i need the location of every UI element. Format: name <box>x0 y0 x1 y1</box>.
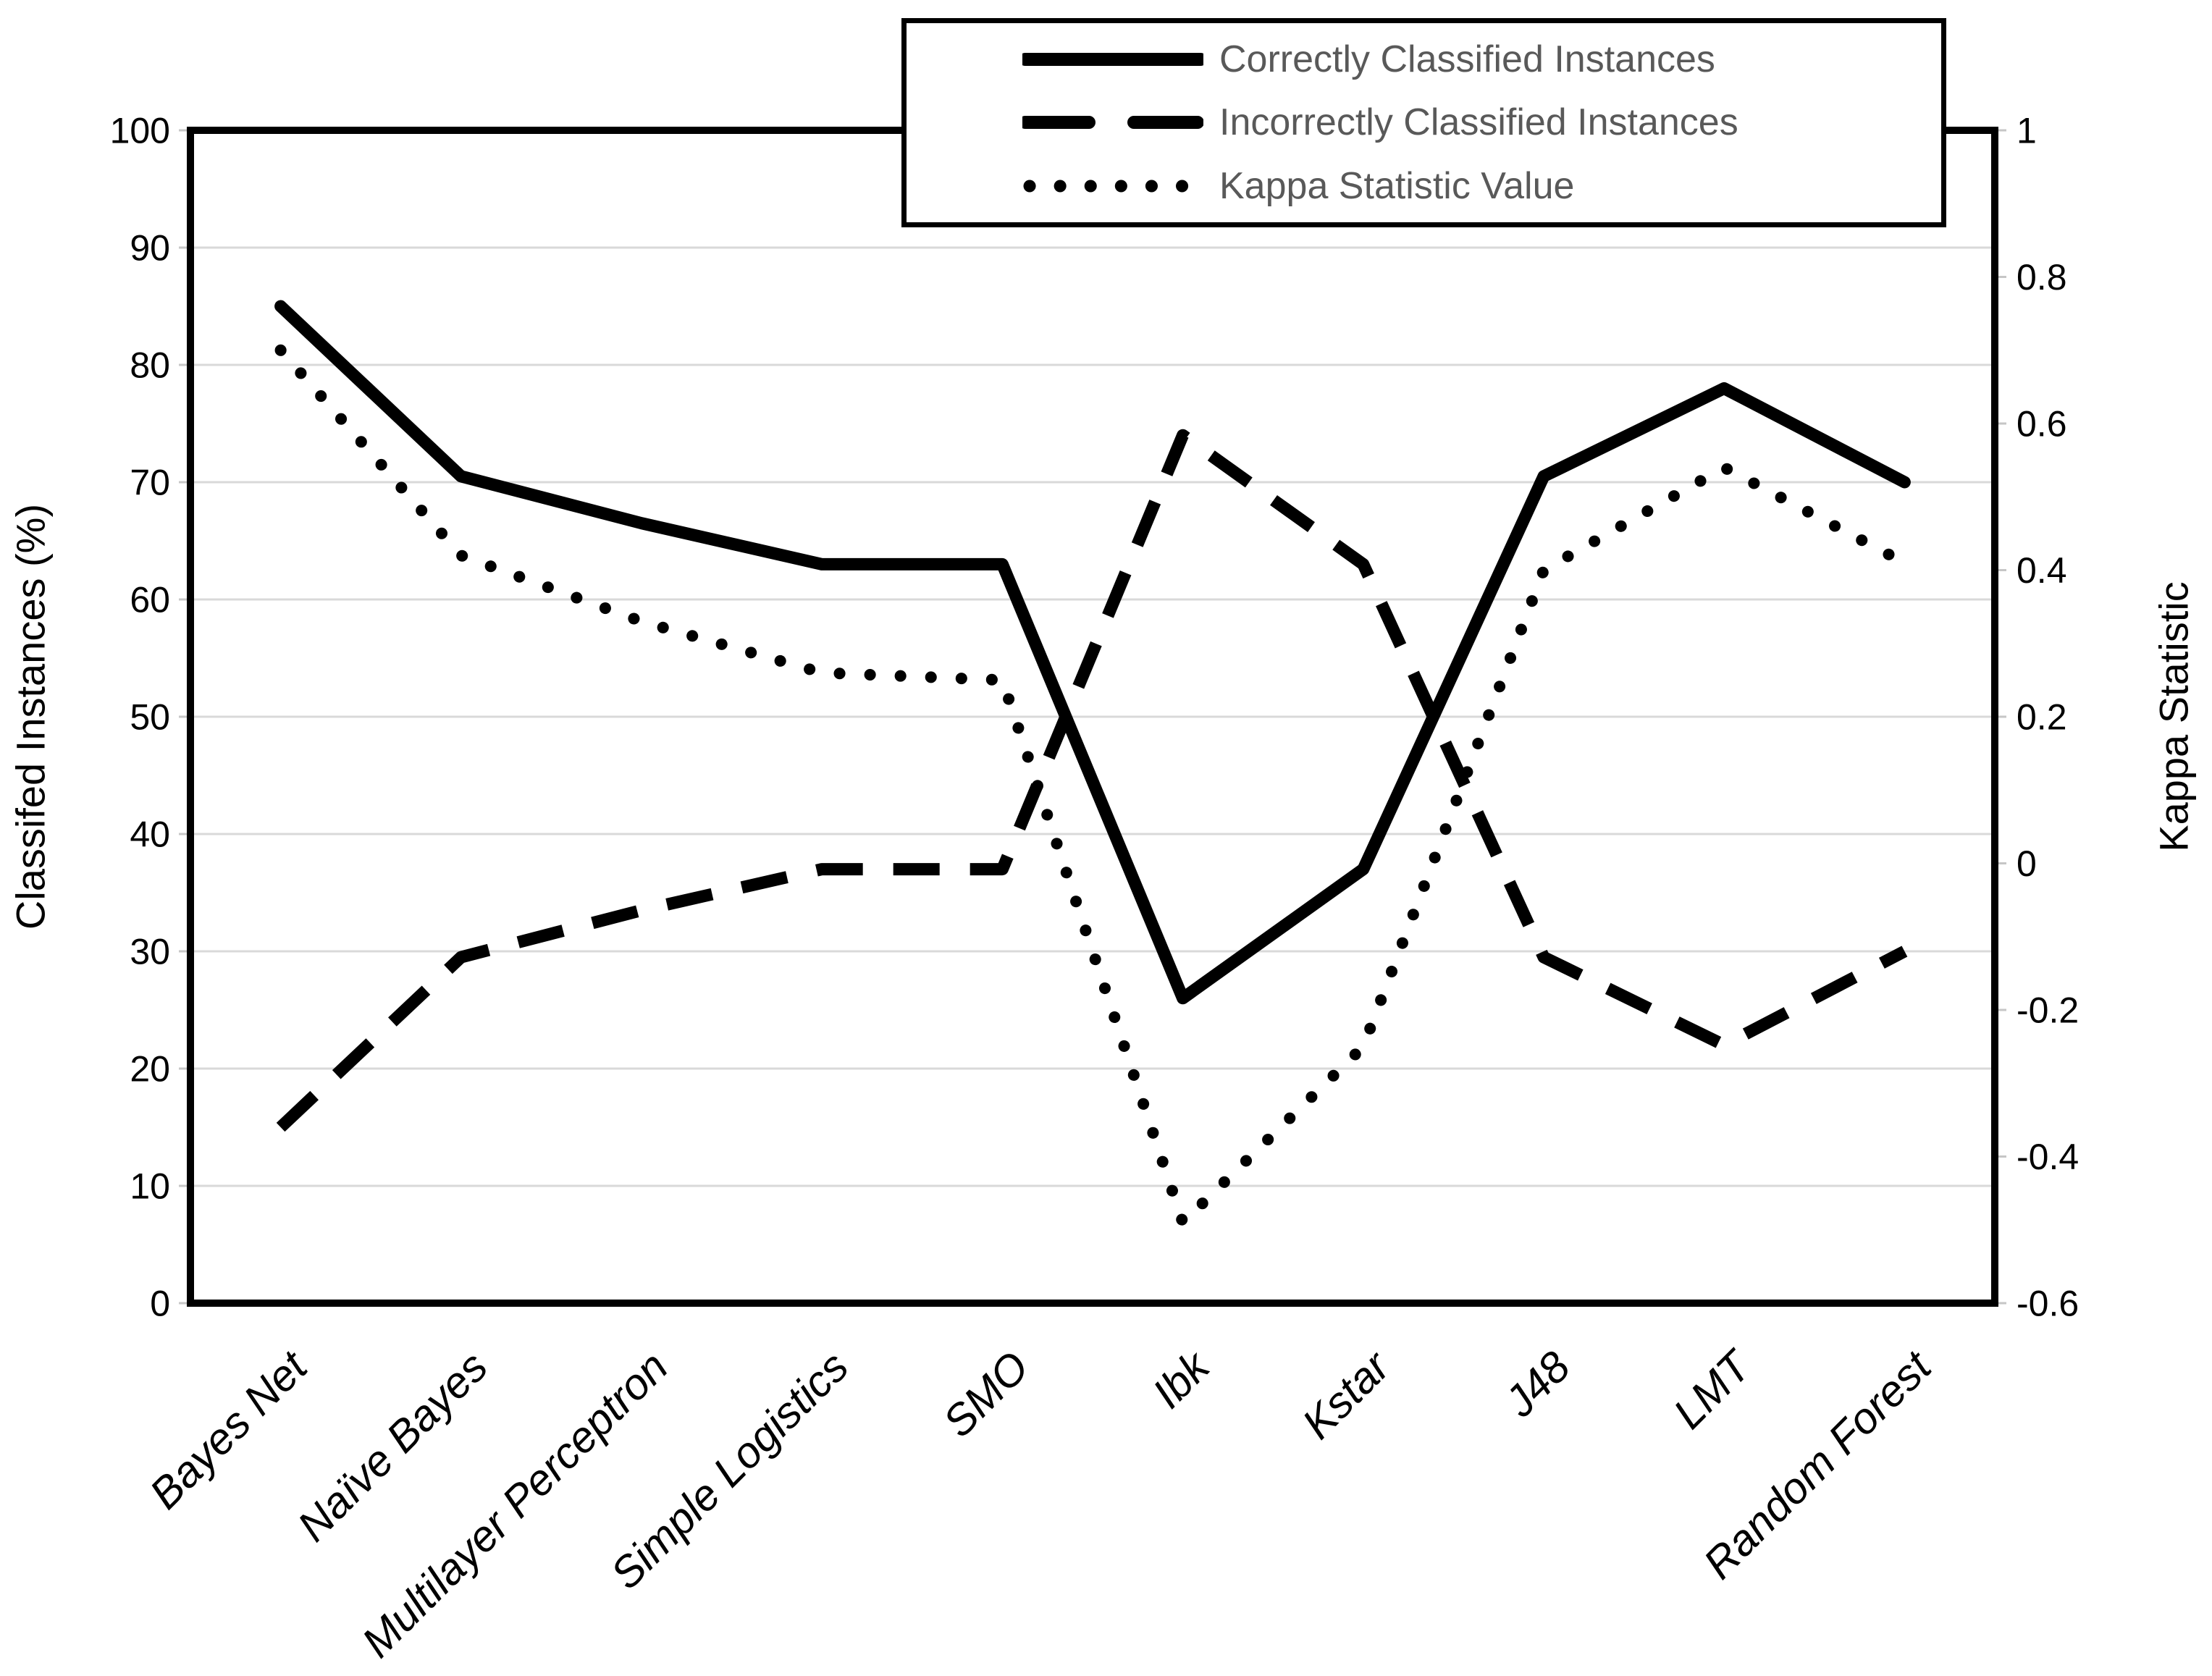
right-axis-tick-label: 0.6 <box>2017 404 2067 445</box>
right-axis-title: Kappa Statistic <box>2150 581 2197 852</box>
left-axis-tick-label: 60 <box>130 580 170 620</box>
x-axis-category-label: J48 <box>1495 1342 1580 1426</box>
right-axis-tick-label: -0.6 <box>2017 1284 2079 1324</box>
legend-label-incorrect: Incorrectly Classified Instances <box>1219 101 1738 144</box>
series-line-dashed <box>276 429 1908 1132</box>
left-axis-tick-label: 10 <box>130 1166 170 1207</box>
left-axis-tick-label: 80 <box>130 345 170 386</box>
x-axis-category-label: SMO <box>934 1342 1038 1447</box>
left-axis-tick-label: 70 <box>130 463 170 503</box>
left-axis-tick-label: 20 <box>130 1049 170 1090</box>
left-axis-tick-label: 100 <box>110 111 170 151</box>
right-axis-tick-label: 0 <box>2017 843 2037 884</box>
x-axis-category-label: Multilayer Perceptron <box>353 1342 677 1667</box>
right-axis-tick-label: 0.8 <box>2017 257 2067 298</box>
x-axis-category-label: Kstar <box>1293 1341 1400 1448</box>
x-axis-category-label: Ibk <box>1143 1341 1220 1418</box>
series-line-dotted <box>274 344 1911 1229</box>
legend-item-correct: Correctly Classified Instances <box>1022 28 1941 90</box>
right-axis-tick-label: 0.4 <box>2017 550 2067 591</box>
legend-item-kappa: Kappa Statistic Value <box>1022 155 1941 217</box>
right-axis-tick-label: -0.4 <box>2017 1137 2079 1177</box>
legend-swatch-dashed-line-icon <box>1022 116 1203 130</box>
legend-item-incorrect: Incorrectly Classified Instances <box>1022 91 1941 153</box>
legend-label-correct: Correctly Classified Instances <box>1219 38 1715 80</box>
legend-swatch-dotted-line-icon <box>1023 180 1203 193</box>
right-axis-tick-label: 1 <box>2017 111 2037 151</box>
series-line-solid <box>274 300 1911 1005</box>
legend-swatch-solid-line-icon <box>1022 52 1203 66</box>
left-axis-tick-label: 0 <box>150 1284 170 1324</box>
x-axis-category-label: Bayes Net <box>140 1341 318 1518</box>
left-axis-title: Classifed Instances (%) <box>7 503 54 930</box>
left-axis-tick-label: 90 <box>130 228 170 269</box>
right-axis-tick-label: 0.2 <box>2017 697 2067 738</box>
right-axis-tick-label: -0.2 <box>2017 990 2079 1031</box>
legend: Correctly Classified Instances Incorrect… <box>901 18 1946 227</box>
left-axis-tick-label: 50 <box>130 697 170 738</box>
x-axis-category-label: LMT <box>1664 1340 1762 1438</box>
left-axis-tick-label: 30 <box>130 932 170 972</box>
legend-label-kappa: Kappa Statistic Value <box>1219 165 1575 208</box>
left-axis-tick-label: 40 <box>130 814 170 855</box>
